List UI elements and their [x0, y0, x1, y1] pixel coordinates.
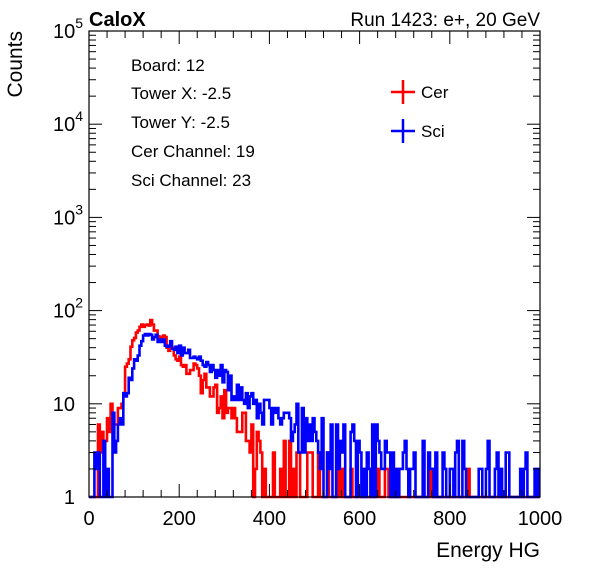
series-sci: [89, 332, 540, 499]
y-axis-title: Counts: [4, 31, 27, 98]
legend-cer-label: Cer: [421, 83, 449, 102]
legend-entry-cer: Cer: [391, 80, 449, 104]
y-tick-label: 104: [53, 108, 83, 136]
info-sci-channel: Sci Channel: 23: [131, 171, 251, 190]
y-tick-label: 103: [53, 201, 83, 229]
info-board: Board: 12: [131, 56, 205, 75]
series-cer: [89, 318, 540, 499]
x-tick-label: 800: [433, 508, 466, 530]
plot-frame: [88, 30, 541, 498]
x-tick-label: 0: [83, 508, 94, 530]
x-tick-label: 600: [343, 508, 376, 530]
histogram-series-layer: [89, 318, 540, 499]
x-tick-label: 1000: [518, 508, 563, 530]
legend-entry-sci: Sci: [391, 119, 445, 143]
info-tower-y: Tower Y: -2.5: [131, 113, 230, 132]
run-label: Run 1423: e+, 20 GeV: [350, 10, 540, 31]
x-axis-title: Energy HG: [436, 539, 540, 562]
experiment-label: CaloX: [89, 9, 146, 31]
series-sci-line: [89, 332, 540, 499]
info-cer-channel: Cer Channel: 19: [131, 142, 255, 161]
y-tick-label: 1: [64, 487, 75, 509]
info-box: Board: 12 Tower X: -2.5 Tower Y: -2.5 Ce…: [131, 56, 255, 190]
series-cer-line: [89, 318, 540, 499]
y-tick-label: 10: [53, 394, 75, 416]
info-tower-x: Tower X: -2.5: [131, 84, 231, 103]
y-tick-label: 102: [53, 295, 83, 323]
x-tick-label: 400: [253, 508, 286, 530]
axis-ticks: [88, 30, 541, 498]
legend-sci-label: Sci: [421, 122, 445, 141]
y-tick-label: 105: [53, 15, 83, 43]
legend: Cer Sci: [391, 80, 449, 143]
axis-tick-labels: 0 200 400 600 800 1000 1 10 102 103 104 105: [53, 15, 563, 530]
x-tick-label: 200: [163, 508, 196, 530]
